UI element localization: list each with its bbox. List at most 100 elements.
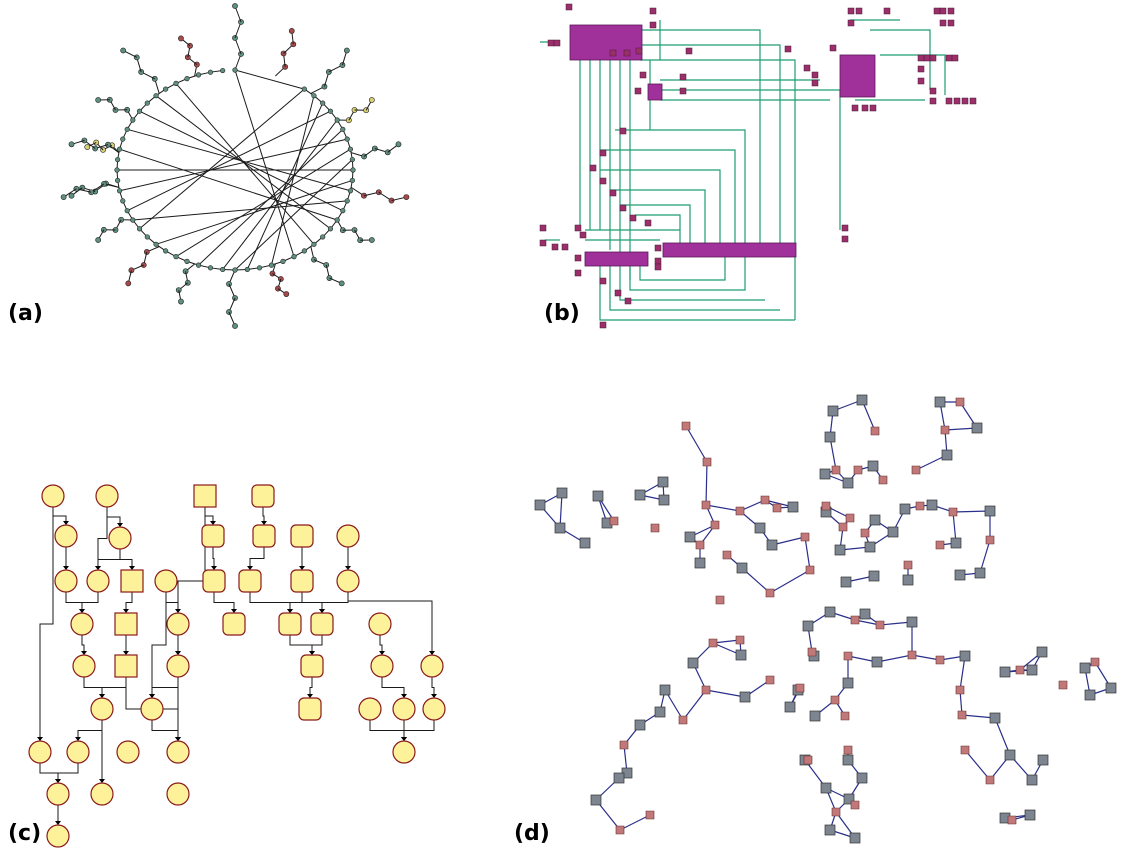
square-node	[971, 422, 983, 434]
arrowhead	[63, 566, 69, 570]
edge	[222, 119, 338, 270]
circle-node	[90, 697, 114, 721]
edge	[311, 634, 323, 655]
panel-label-d: (d)	[514, 821, 550, 846]
pyramid-node	[870, 426, 880, 436]
rounded-node	[222, 612, 246, 636]
rounded-node	[252, 524, 276, 548]
edge	[771, 536, 806, 546]
pyramid-node	[960, 745, 970, 755]
edge	[952, 510, 991, 513]
pin	[947, 19, 955, 27]
pyramid-node	[935, 540, 945, 550]
pin	[933, 7, 941, 15]
circle-node	[116, 740, 140, 764]
arrowhead	[431, 694, 437, 698]
arrowhead	[231, 609, 237, 613]
circle-node	[46, 782, 70, 806]
pin	[847, 19, 855, 27]
pin	[609, 189, 617, 197]
node	[327, 108, 334, 114]
circle-node	[66, 740, 90, 764]
circle-node	[86, 569, 110, 593]
wire	[615, 129, 746, 245]
square-node	[959, 650, 971, 662]
node	[268, 262, 275, 268]
pyramid-node	[735, 635, 745, 645]
pyramid-node	[765, 675, 775, 685]
node	[301, 248, 307, 254]
pyramid-node	[940, 425, 950, 435]
edge	[119, 138, 348, 192]
pin	[654, 244, 662, 252]
pin	[609, 49, 617, 57]
square-node	[842, 677, 854, 689]
node	[144, 234, 150, 240]
node	[120, 47, 127, 54]
arrowhead	[401, 694, 407, 698]
rounded-node	[310, 612, 334, 636]
pin	[619, 204, 627, 212]
circle-node	[154, 569, 178, 593]
wire	[880, 54, 946, 95]
node	[153, 93, 159, 99]
panel-label-a: (a)	[8, 301, 43, 326]
node	[311, 93, 317, 99]
node	[118, 216, 125, 223]
circle-node	[392, 740, 416, 764]
component-block	[584, 251, 649, 267]
pyramid-node	[805, 565, 815, 575]
arrowhead	[79, 609, 85, 613]
pyramid-node	[765, 588, 775, 598]
arrowhead	[95, 566, 101, 570]
edge	[705, 504, 741, 512]
node	[340, 208, 346, 214]
square-node	[819, 468, 831, 480]
arrowhead	[261, 521, 267, 525]
pin	[635, 47, 643, 55]
square-node	[984, 505, 996, 517]
pin	[917, 54, 925, 62]
node	[327, 226, 334, 232]
edge	[83, 676, 103, 698]
circle-node	[72, 654, 96, 678]
panel-c-hierarchical-layout	[28, 484, 446, 848]
square-node	[954, 569, 966, 581]
pyramid-node	[701, 500, 711, 510]
edge	[769, 569, 811, 594]
square-node	[193, 484, 217, 508]
pyramid-node	[831, 465, 841, 475]
square-node	[843, 793, 855, 805]
pin	[784, 45, 792, 53]
pin	[883, 7, 891, 15]
square-node	[754, 522, 766, 534]
pyramid-node	[1058, 680, 1068, 690]
square-node	[802, 620, 814, 632]
node	[320, 100, 326, 106]
square-node	[989, 712, 1001, 724]
square-node	[856, 772, 868, 784]
circle-node	[166, 740, 190, 764]
square-node	[1026, 774, 1038, 786]
square-node	[887, 526, 899, 538]
node	[84, 144, 91, 150]
square-node	[687, 657, 699, 669]
pyramid-node	[722, 550, 732, 560]
edge	[979, 539, 991, 574]
node	[163, 248, 169, 254]
pin	[619, 127, 627, 135]
pyramid-node	[650, 523, 660, 533]
pin	[679, 73, 687, 81]
pin	[969, 97, 977, 105]
node	[136, 108, 143, 114]
pin	[599, 277, 607, 285]
rounded-node	[290, 569, 314, 593]
node	[173, 80, 179, 86]
edge	[559, 492, 563, 529]
node	[347, 146, 354, 152]
edge	[309, 676, 313, 698]
node	[291, 254, 297, 260]
pin	[929, 97, 937, 105]
edge	[151, 676, 179, 698]
square-node	[1036, 646, 1048, 658]
